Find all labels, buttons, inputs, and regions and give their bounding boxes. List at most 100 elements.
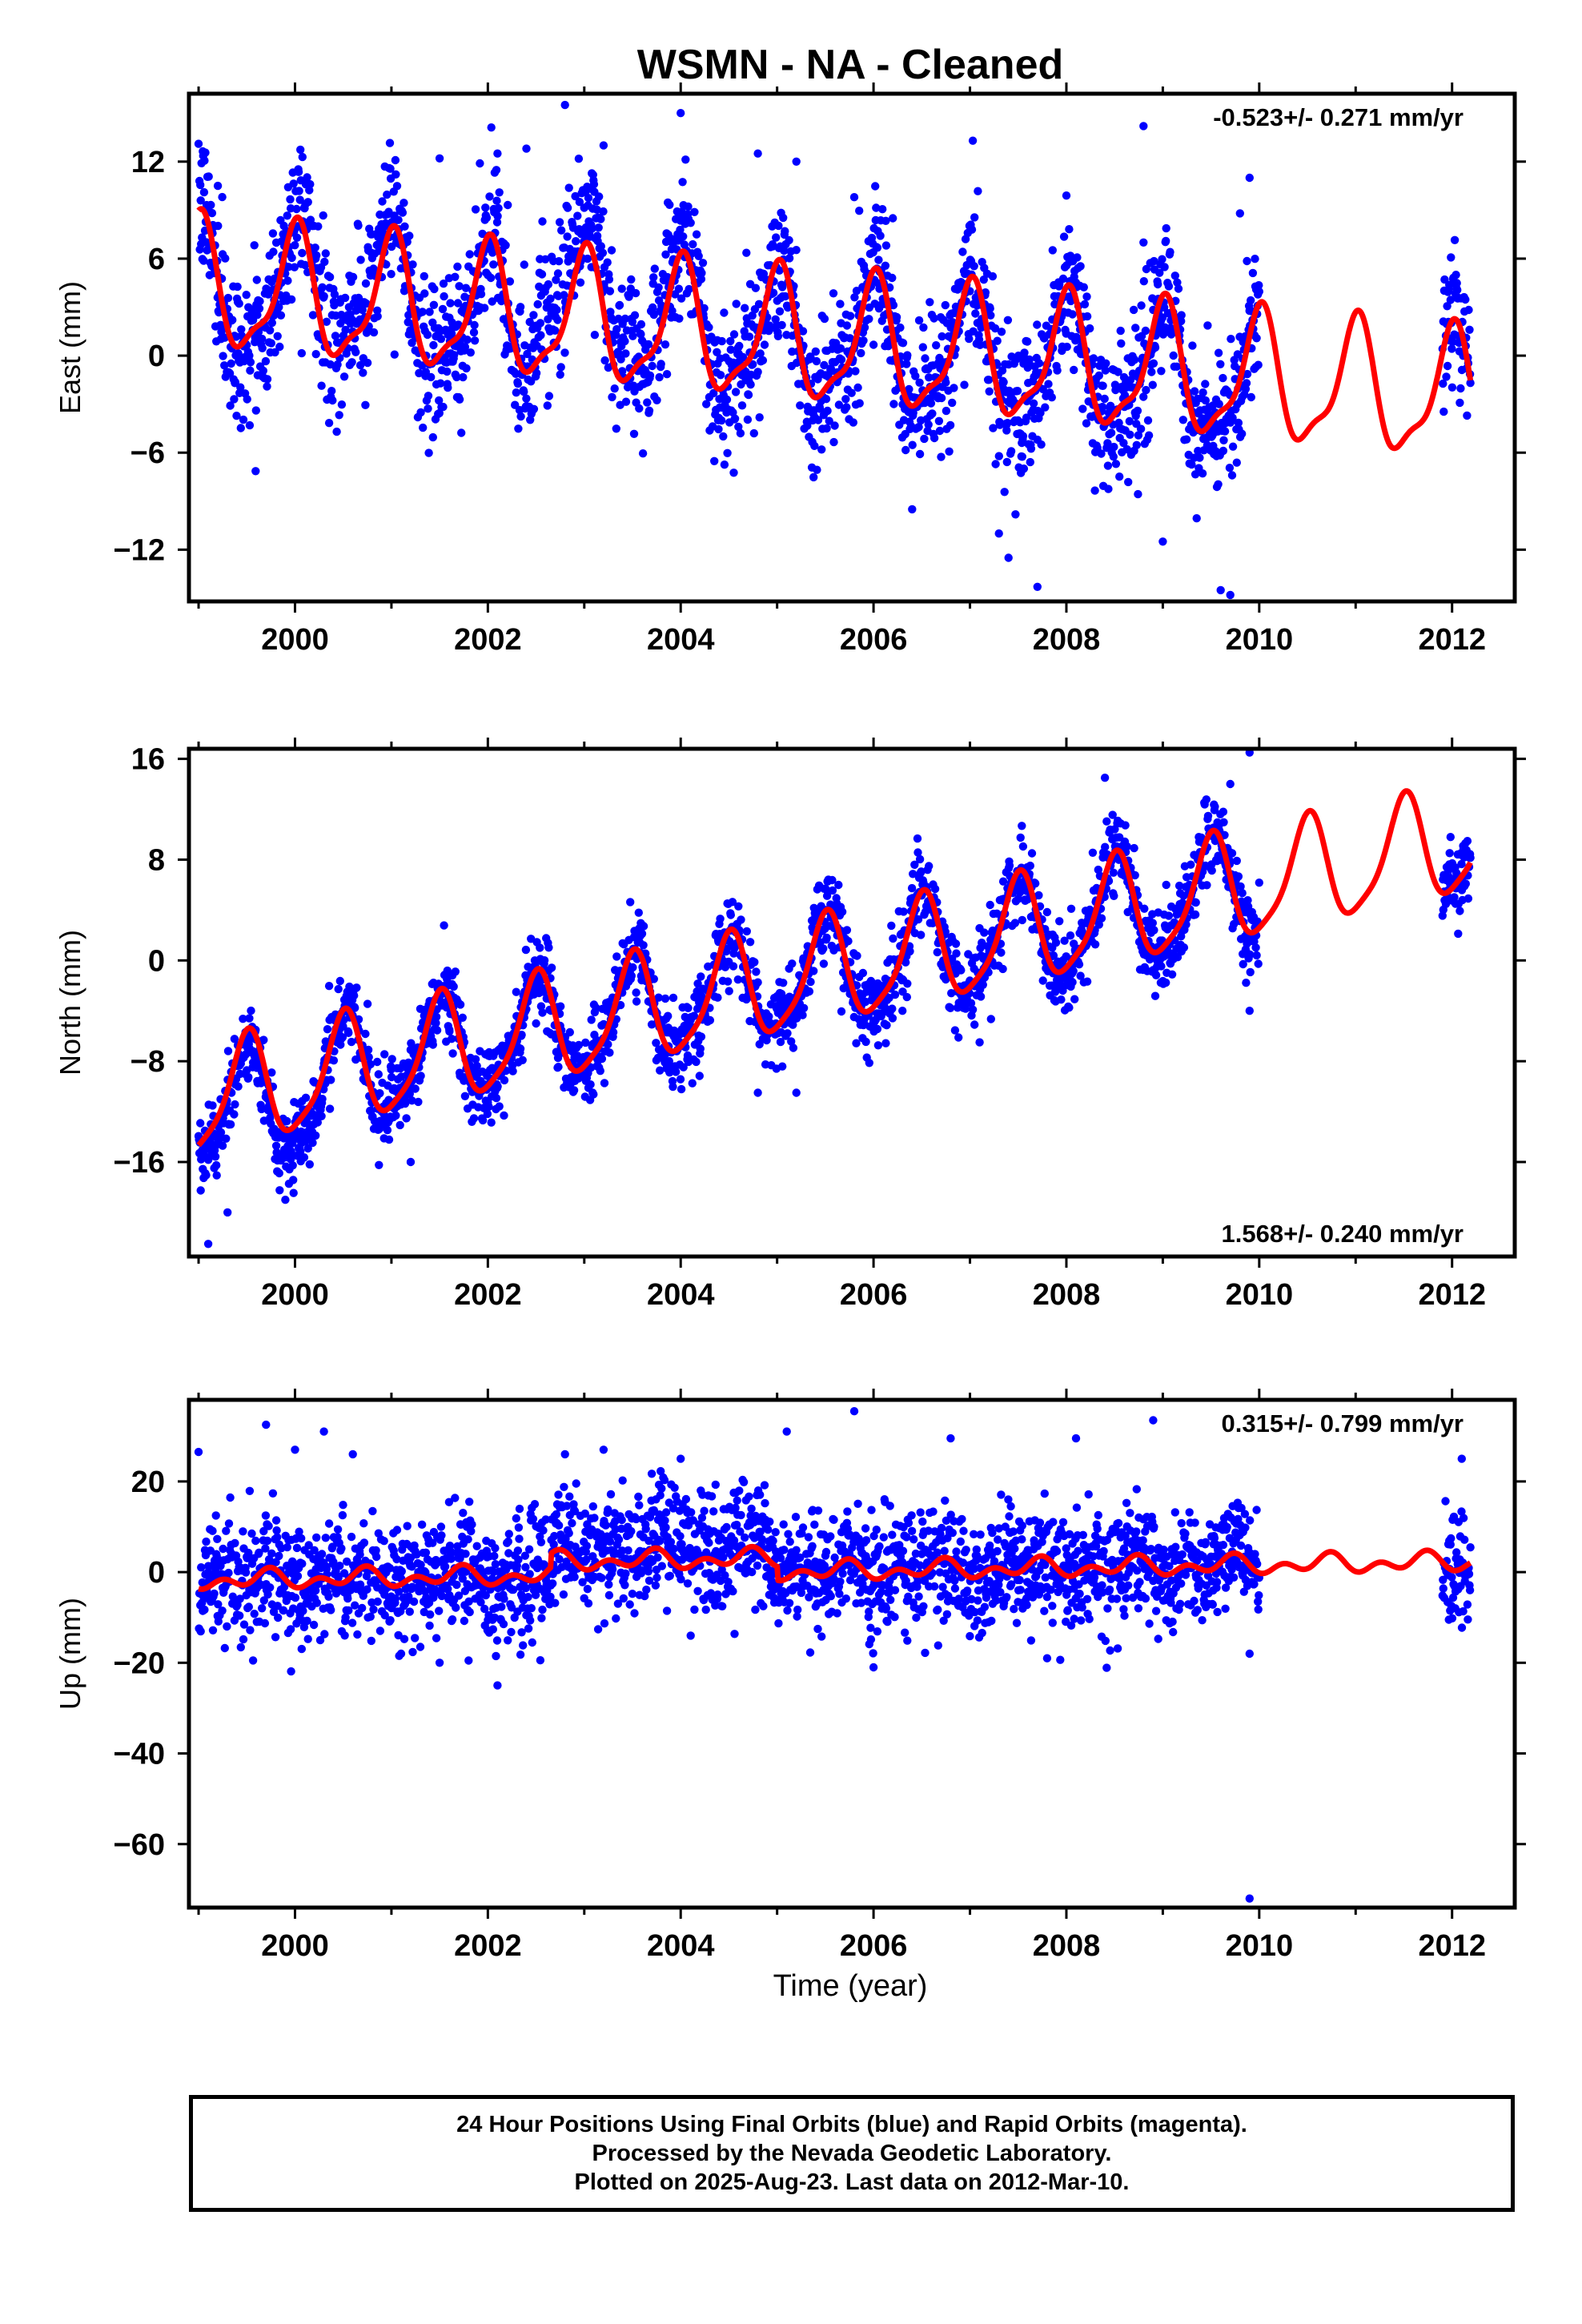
- data-point: [1195, 453, 1204, 462]
- data-point: [787, 1037, 796, 1046]
- data-point: [354, 221, 363, 230]
- data-point: [1160, 263, 1169, 271]
- data-point: [1134, 431, 1143, 440]
- data-point: [246, 358, 255, 367]
- x-tick-label: 2012: [1418, 623, 1486, 657]
- data-point: [366, 1059, 375, 1069]
- data-point: [303, 1144, 312, 1153]
- data-point: [628, 963, 637, 972]
- data-point: [599, 207, 608, 216]
- data-point: [1119, 439, 1128, 448]
- data-point: [743, 415, 753, 424]
- data-point: [1238, 889, 1247, 898]
- data-point: [612, 424, 620, 433]
- data-point: [230, 1035, 239, 1043]
- x-tick-label: 2004: [647, 1278, 715, 1312]
- data-point: [873, 243, 882, 252]
- x-tick-label: 2000: [261, 1278, 329, 1312]
- data-point: [664, 1011, 673, 1020]
- outlier-point: [213, 181, 223, 191]
- data-point: [744, 390, 753, 400]
- data-point: [1082, 419, 1091, 428]
- data-point: [536, 319, 545, 328]
- data-point: [222, 1526, 231, 1535]
- data-point: [478, 229, 487, 239]
- outlier-point: [677, 109, 685, 118]
- data-point: [466, 348, 475, 357]
- data-point: [556, 1002, 565, 1011]
- data-point: [788, 347, 797, 356]
- data-point: [730, 414, 740, 423]
- data-point: [881, 261, 890, 270]
- data-point: [1215, 400, 1223, 408]
- data-point: [1115, 472, 1124, 481]
- data-point: [981, 288, 990, 297]
- data-point: [1026, 444, 1036, 453]
- data-point: [756, 349, 765, 358]
- data-point: [1110, 891, 1118, 901]
- data-point: [737, 401, 747, 410]
- data-point: [608, 1027, 618, 1037]
- data-point: [720, 308, 729, 317]
- data-point: [1044, 380, 1053, 388]
- data-point: [291, 241, 299, 250]
- plot-frame: [187, 91, 1517, 604]
- data-point: [436, 335, 446, 344]
- data-point: [605, 287, 615, 296]
- data-point: [669, 1082, 677, 1092]
- data-point: [1448, 337, 1457, 347]
- data-point: [722, 395, 732, 404]
- data-point: [726, 911, 735, 919]
- data-point: [319, 292, 328, 301]
- data-point: [993, 336, 1002, 345]
- data-point: [1150, 256, 1158, 266]
- data-point: [960, 380, 969, 389]
- data-point: [211, 1152, 220, 1161]
- data-point: [199, 187, 209, 197]
- data-point: [1104, 485, 1113, 493]
- data-point: [917, 931, 926, 939]
- data-point: [928, 409, 937, 418]
- data-point: [500, 1111, 508, 1120]
- data-points: [194, 1407, 1475, 1903]
- data-point: [408, 260, 417, 269]
- data-point: [318, 1095, 327, 1104]
- data-point: [590, 331, 600, 340]
- data-point: [324, 982, 334, 991]
- data-point: [760, 340, 769, 349]
- data-point: [1098, 402, 1107, 412]
- data-point: [200, 1605, 209, 1614]
- data-point: [1445, 849, 1454, 858]
- data-point: [1228, 413, 1237, 422]
- data-point: [621, 397, 631, 406]
- outlier-point: [753, 149, 762, 158]
- data-point: [860, 323, 869, 332]
- data-point: [306, 179, 315, 189]
- data-point: [1255, 281, 1263, 290]
- data-point: [781, 227, 789, 235]
- data-point: [317, 381, 326, 390]
- data-point: [404, 311, 413, 320]
- data-point: [1140, 904, 1149, 913]
- data-point: [781, 292, 790, 301]
- data-point: [303, 173, 311, 182]
- data-point: [236, 383, 245, 392]
- data-point: [926, 399, 936, 408]
- data-point: [1058, 274, 1068, 283]
- data-point: [926, 298, 934, 307]
- data-point: [665, 200, 674, 209]
- data-point: [521, 945, 531, 955]
- data-point: [674, 284, 684, 293]
- data-point: [632, 988, 640, 997]
- data-point: [1450, 235, 1460, 244]
- data-point: [702, 400, 711, 408]
- data-point: [937, 393, 946, 403]
- outlier-point: [532, 1019, 540, 1028]
- data-point: [400, 1099, 410, 1108]
- data-point: [327, 1076, 335, 1084]
- data-point: [596, 242, 605, 251]
- data-point: [713, 993, 722, 1002]
- data-point: [1248, 268, 1258, 278]
- data-point: [1106, 428, 1116, 437]
